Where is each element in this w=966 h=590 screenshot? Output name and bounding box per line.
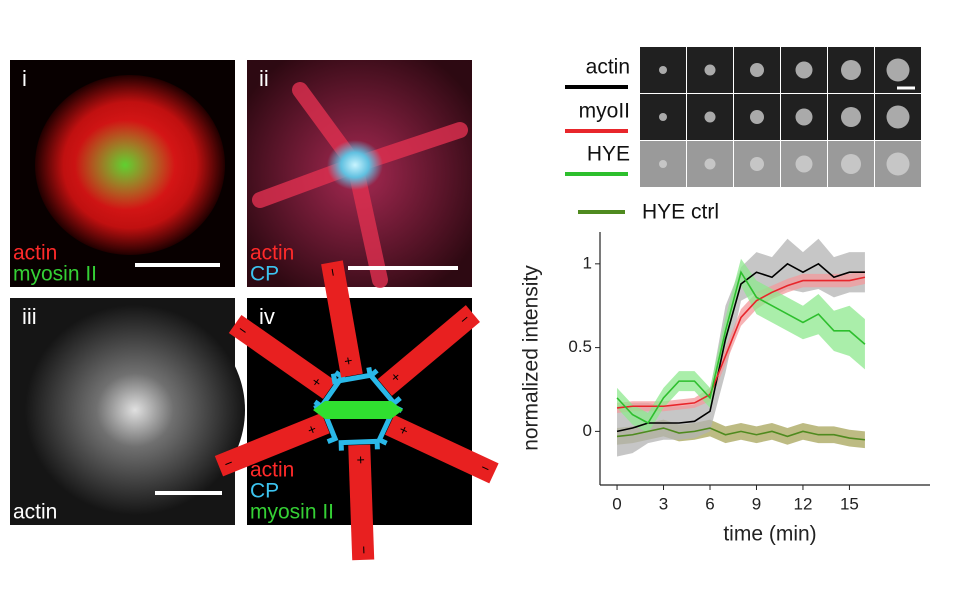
minus-end: − bbox=[324, 267, 341, 278]
filament-bar bbox=[348, 444, 375, 561]
filament-bar bbox=[385, 414, 499, 484]
panel-label: iii bbox=[22, 304, 37, 329]
series-line bbox=[616, 270, 866, 425]
panel-ii bbox=[247, 60, 472, 288]
legend-label: actin bbox=[586, 56, 630, 79]
thumbnail-spot bbox=[750, 157, 764, 171]
thumbnail-spot bbox=[704, 64, 716, 76]
panel-label: ii bbox=[259, 66, 269, 91]
thumbnail-spot bbox=[841, 154, 861, 174]
actin-filament: +− bbox=[338, 438, 380, 561]
myosin-bundle bbox=[313, 401, 403, 419]
panel-iv: +−+−+−+−+−+− bbox=[214, 260, 499, 561]
plus-end: + bbox=[339, 356, 356, 367]
cp-cap bbox=[330, 367, 374, 385]
thumbnail-spot bbox=[659, 113, 667, 121]
thumbnail-spot bbox=[704, 158, 716, 170]
legend-label: myoII bbox=[579, 100, 630, 123]
thumbnail-spot bbox=[795, 155, 813, 173]
panel-text: actin bbox=[250, 242, 294, 265]
chart: actin myoII HYE HYE ctrl 0 0.5 1 0 3 6 9 12 15 time (… bbox=[520, 56, 930, 546]
panel-text: CP bbox=[250, 263, 279, 286]
thumbnail-spot bbox=[841, 107, 861, 127]
thumbnail-strip bbox=[640, 47, 921, 187]
y-tick-label: 0.5 bbox=[568, 337, 592, 356]
thumbnail-spot bbox=[795, 108, 813, 126]
y-axis-label: normalized intensity bbox=[520, 265, 543, 451]
x-tick-label: 3 bbox=[659, 494, 668, 513]
filament-bar bbox=[214, 412, 330, 477]
x-axis-label: time (min) bbox=[723, 523, 816, 546]
thumbnail-spot bbox=[841, 60, 861, 80]
thumbnail-spot bbox=[659, 160, 667, 168]
error-band bbox=[617, 258, 865, 434]
series-line bbox=[616, 262, 865, 433]
panel-label: iv bbox=[259, 304, 275, 329]
legend-label: HYE ctrl bbox=[642, 201, 719, 224]
panel-text: myosin II bbox=[250, 501, 334, 524]
thumbnail-spot bbox=[750, 110, 764, 124]
panel-label: i bbox=[22, 66, 27, 91]
thumbnail-spot bbox=[886, 105, 910, 129]
plus-end: + bbox=[353, 456, 369, 465]
thumbnail-spot bbox=[886, 152, 910, 176]
cp-cap bbox=[367, 368, 402, 407]
filament-bar bbox=[321, 260, 363, 378]
filament-bar bbox=[228, 314, 336, 399]
actin-filament: +− bbox=[367, 305, 480, 407]
thumbnail-spot bbox=[750, 63, 764, 77]
x-tick-label: 6 bbox=[705, 494, 714, 513]
error-band bbox=[617, 270, 865, 413]
actin-filament: +− bbox=[321, 260, 374, 385]
x-tick-label: 15 bbox=[840, 494, 859, 513]
panel-iii bbox=[10, 298, 245, 525]
panel-text: myosin II bbox=[13, 263, 97, 286]
x-tick-label: 0 bbox=[612, 494, 621, 513]
x-tick-label: 12 bbox=[793, 494, 812, 513]
series-line bbox=[616, 427, 866, 441]
y-tick-label: 0 bbox=[583, 421, 592, 440]
thumbnail-spot bbox=[886, 58, 910, 82]
panel-text: actin bbox=[13, 242, 57, 265]
y-tick-label: 1 bbox=[583, 253, 592, 272]
panel-i bbox=[10, 60, 235, 287]
thumbnail-spot bbox=[795, 61, 813, 79]
thumbnail-spot bbox=[704, 111, 716, 123]
cp-cap bbox=[338, 438, 380, 451]
filament-bar bbox=[377, 305, 480, 396]
panel-text: actin bbox=[13, 501, 57, 524]
minus-end: − bbox=[356, 545, 372, 554]
panel-text: CP bbox=[250, 480, 279, 503]
thumbnail-spot bbox=[659, 66, 667, 74]
legend-label: HYE bbox=[587, 143, 630, 166]
panel-text: actin bbox=[250, 459, 294, 482]
x-tick-label: 9 bbox=[752, 494, 761, 513]
